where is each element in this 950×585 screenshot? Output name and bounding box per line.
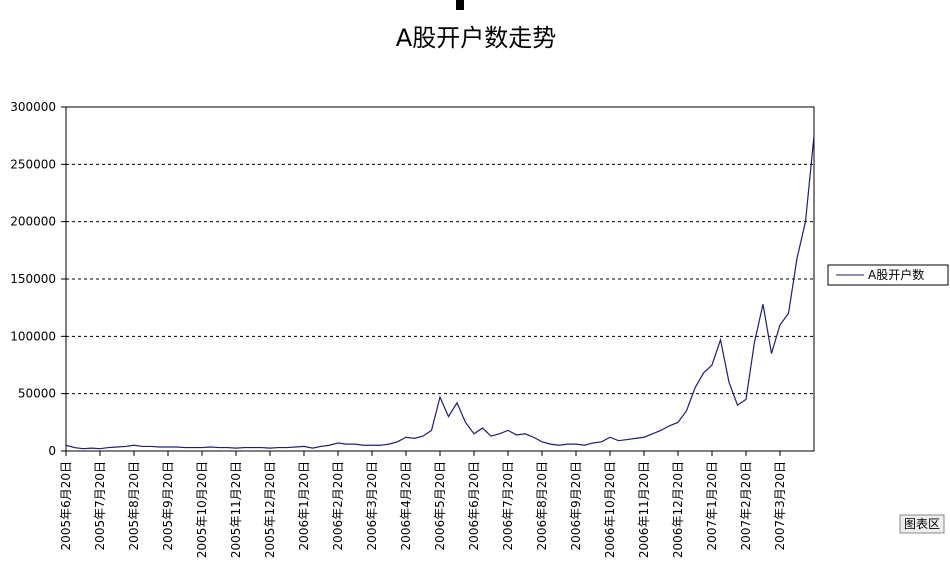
x-tick-label: 2005年7月20日 — [93, 461, 107, 550]
series-line — [65, 135, 815, 450]
y-tick-label: 150000 — [10, 272, 56, 286]
x-tick-label: 2005年12月20日 — [263, 461, 277, 558]
x-tick-label: 2005年11月20日 — [229, 461, 243, 558]
y-tick-label: 250000 — [10, 157, 56, 171]
x-tick-label: 2007年3月20日 — [773, 461, 787, 550]
x-tick-label: 2006年3月20日 — [365, 461, 379, 550]
x-tick-label: 2007年2月20日 — [739, 461, 753, 550]
x-tick-label: 2006年5月20日 — [433, 461, 447, 550]
y-tick-label: 50000 — [18, 387, 56, 401]
x-tick-label: 2005年6月20日 — [59, 461, 73, 550]
legend-box — [827, 264, 949, 286]
y-tick-label: 100000 — [10, 329, 56, 343]
y-tick-label: 0 — [48, 444, 56, 458]
x-tick-label: 2006年8月20日 — [535, 461, 549, 550]
y-tick-label: 300000 — [10, 100, 56, 114]
x-tick-label: 2006年12月20日 — [671, 461, 685, 558]
y-tick-label: 200000 — [10, 215, 56, 229]
x-tick-label: 2006年7月20日 — [501, 461, 515, 550]
x-tick-label: 2006年11月20日 — [637, 461, 651, 558]
chart-area-button[interactable] — [899, 514, 945, 534]
cropped-mark — [456, 0, 464, 10]
x-tick-label: 2007年1月20日 — [705, 461, 719, 550]
x-tick-label: 2005年9月20日 — [161, 461, 175, 550]
x-tick-label: 2006年6月20日 — [467, 461, 481, 550]
x-tick-label: 2005年10月20日 — [195, 461, 209, 558]
legend-label: A股开户数 — [868, 267, 924, 282]
x-tick-label: 2006年1月20日 — [297, 461, 311, 550]
x-tick-label: 2006年4月20日 — [399, 461, 413, 550]
x-tick-label: 2006年10月20日 — [603, 461, 617, 558]
x-tick-label: 2005年8月20日 — [127, 461, 141, 550]
legend: A股开户数 — [827, 264, 949, 286]
chart-area-label[interactable]: 图表区 — [904, 517, 940, 531]
x-tick-label: 2006年9月20日 — [569, 461, 583, 550]
x-tick-label: 2006年2月20日 — [331, 461, 345, 550]
chart-title: A股开户数走势 — [396, 24, 556, 52]
